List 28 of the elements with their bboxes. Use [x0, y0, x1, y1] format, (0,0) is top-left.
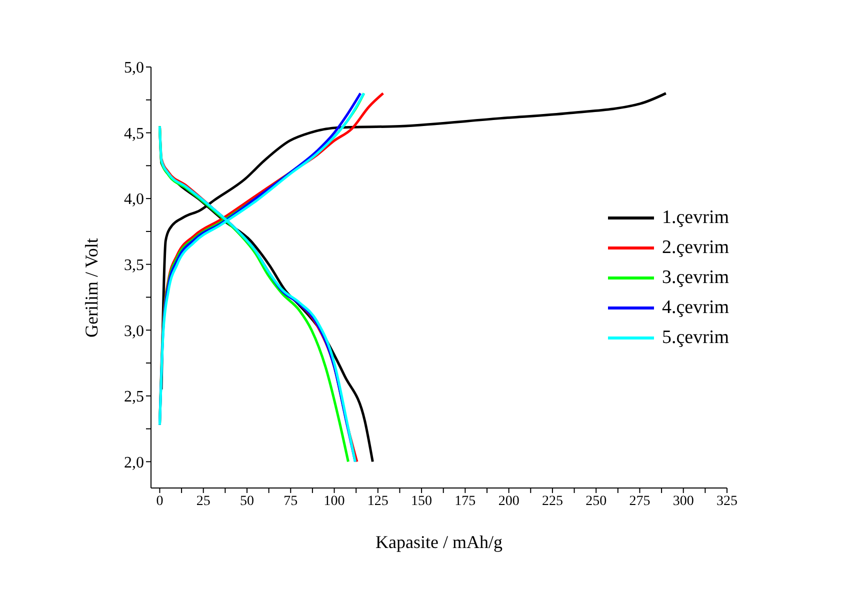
x-tick-label: 250	[586, 494, 607, 509]
x-tick-label: 325	[716, 494, 738, 509]
y-tick-label: 2,0	[124, 454, 144, 472]
x-tick-label: 75	[284, 494, 298, 509]
x-tick-label: 225	[542, 494, 563, 509]
legend-label: 1.çevrim	[662, 207, 730, 229]
x-tick-label: 275	[629, 494, 650, 509]
x-tick-label: 300	[672, 494, 694, 509]
y-tick-label: 5,0	[124, 60, 144, 77]
x-tick-label: 50	[240, 494, 254, 509]
x-tick-label: 200	[498, 494, 520, 509]
x-tick-label: 25	[196, 494, 210, 509]
y-tick-label: 4,5	[124, 125, 144, 142]
legend-label: 5.çevrim	[662, 327, 730, 349]
y-tick-label: 4,0	[124, 191, 144, 208]
legend-label: 4.çevrim	[662, 297, 730, 319]
x-tick-label: 0	[156, 494, 164, 509]
legend-label: 2.çevrim	[662, 237, 730, 259]
x-tick-label: 175	[454, 494, 476, 509]
x-tick-label: 125	[367, 494, 388, 509]
y-tick-label: 3,5	[124, 257, 144, 274]
x-tick-label: 100	[324, 494, 345, 509]
legend-label: 3.çevrim	[662, 267, 730, 289]
x-tick-label: 150	[411, 494, 432, 509]
y-tick-label: 3,0	[124, 322, 144, 340]
x-axis-title: Kapasite / mAh/g	[376, 532, 502, 552]
y-tick-label: 2,5	[124, 388, 144, 406]
y-axis-title: Gerilim / Volt	[81, 238, 102, 338]
